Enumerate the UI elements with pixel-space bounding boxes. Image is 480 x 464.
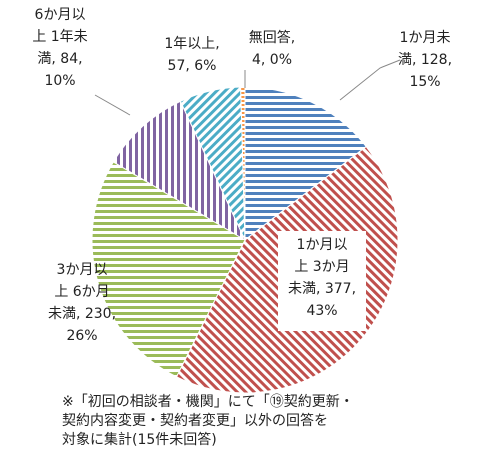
data-label: 6か月以 [35,7,86,23]
data-label: 無回答, [249,29,295,46]
leader-line [94,94,131,116]
footnote: ※「初回の相談者・機関」にて「⑲契約更新・ [62,393,354,410]
data-label: 上 3か月 [294,259,349,275]
data-label: 満, 128, [398,52,452,68]
label-box [278,231,366,331]
data-label: 10% [44,73,75,89]
data-label: 上 1年未 [32,29,87,45]
data-label: 未満, 230, [48,306,116,322]
data-label: 1年以上, [164,36,219,52]
pie-slice [112,100,247,242]
data-label: 満, 84, [37,51,82,67]
data-label: 1か月以 [297,237,348,253]
data-label: 1か月未 [400,30,451,46]
data-label: 15% [409,74,440,90]
footnote: 対象に集計(15件未回答) [62,431,217,448]
data-label: 3か月以 [57,262,108,278]
data-label: 4, 0% [252,52,292,68]
data-label: 57, 6% [168,58,217,74]
footnote: 契約内容変更・契約者変更」以外の回答を [62,412,328,429]
data-label: 26% [66,328,97,344]
leader-line [339,59,401,101]
data-label: 未満, 377, [288,281,356,297]
pie-slice [91,161,246,378]
data-label: 上 6か月 [54,284,109,300]
pie-slice [244,86,367,242]
data-label: 43% [306,303,337,319]
